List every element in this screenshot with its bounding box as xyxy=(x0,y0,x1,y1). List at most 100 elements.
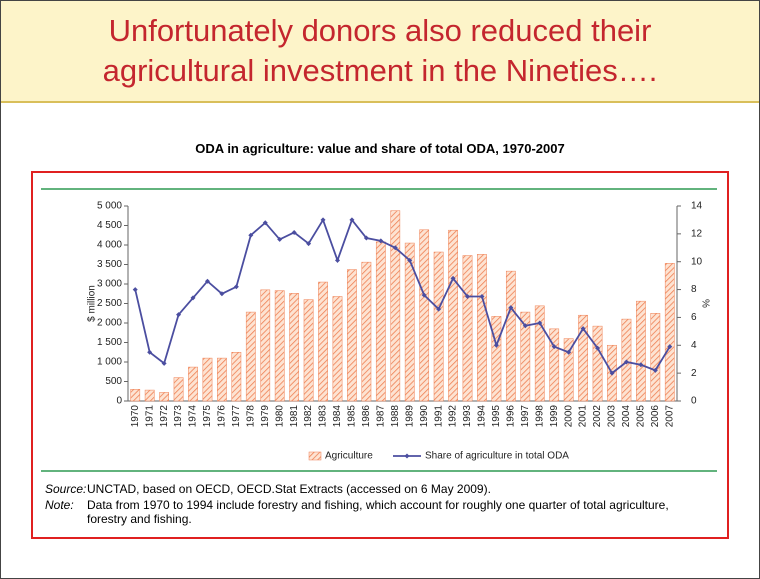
source-note: Source:UNCTAD, based on OECD, OECD.Stat … xyxy=(45,482,715,496)
share-marker xyxy=(623,359,629,365)
x-tick-label: 2001 xyxy=(578,405,589,428)
y2-tick-label: 12 xyxy=(691,228,703,239)
x-tick-label: 2002 xyxy=(592,405,603,428)
x-tick-label: 1991 xyxy=(433,405,444,428)
chart-title: ODA in agriculture: value and share of t… xyxy=(195,141,565,156)
x-tick-label: 1987 xyxy=(375,405,386,428)
share-line xyxy=(134,217,671,375)
x-tick-label: 1972 xyxy=(159,405,170,428)
share-marker xyxy=(378,238,384,244)
bar xyxy=(477,254,487,402)
share-marker xyxy=(595,345,601,351)
x-tick-label: 1998 xyxy=(534,405,545,428)
bar xyxy=(332,296,343,402)
y-tick-label: 4 500 xyxy=(97,220,122,231)
x-tick-label: 1988 xyxy=(390,405,401,428)
bar xyxy=(462,255,473,402)
x-tick-label: 2006 xyxy=(650,405,661,428)
share-marker xyxy=(204,278,210,284)
slide-title: agricultural investment in the Nineties…… xyxy=(102,53,658,88)
x-tick-label: 2003 xyxy=(607,405,618,428)
share-marker xyxy=(450,275,456,281)
x-tick-label: 1984 xyxy=(332,405,343,428)
y-tick-label: 2 500 xyxy=(97,298,122,309)
bar xyxy=(231,352,242,402)
y-tick-label: 0 xyxy=(116,396,122,407)
x-tick-label: 1979 xyxy=(260,405,271,428)
y-tick-label: 1 500 xyxy=(97,337,122,348)
bar xyxy=(419,229,430,402)
x-tick-label: 2000 xyxy=(563,405,574,428)
share-marker xyxy=(147,349,153,355)
y2-tick-label: 10 xyxy=(691,256,703,267)
x-tick-label: 2005 xyxy=(636,405,647,428)
share-marker xyxy=(421,292,427,298)
bar xyxy=(505,270,516,402)
bar xyxy=(188,366,198,402)
share-marker xyxy=(407,257,413,263)
bar xyxy=(534,305,545,402)
bar xyxy=(260,289,271,402)
note-label: Note: xyxy=(45,498,74,512)
bar xyxy=(404,242,415,402)
x-tick-label: 1970 xyxy=(130,405,141,428)
note-label: Source: xyxy=(45,482,87,496)
x-tick-label: 1977 xyxy=(231,405,242,428)
x-tick-label: 1974 xyxy=(188,405,199,428)
share-marker xyxy=(190,295,196,301)
share-marker xyxy=(161,360,167,366)
share-marker xyxy=(334,257,340,263)
bar xyxy=(390,210,401,402)
bar xyxy=(245,311,256,402)
chart-frame xyxy=(31,171,729,539)
y2-tick-label: 0 xyxy=(691,396,697,407)
y2-tick-label: 2 xyxy=(691,368,697,379)
bar xyxy=(130,389,141,402)
y2-tick-label: 6 xyxy=(691,312,697,323)
bar xyxy=(173,377,184,402)
bar xyxy=(144,389,155,402)
share-marker xyxy=(363,235,369,241)
x-tick-label: 1994 xyxy=(477,405,488,428)
x-tick-label: 2004 xyxy=(621,405,632,428)
share-marker xyxy=(537,320,543,326)
legend-swatch xyxy=(308,451,322,461)
share-marker xyxy=(291,229,297,235)
share-marker xyxy=(349,217,355,223)
bar xyxy=(159,392,169,402)
y-tick-label: 500 xyxy=(105,376,122,387)
y2-tick-label: 4 xyxy=(691,340,697,351)
note-text: UNCTAD, based on OECD, OECD.Stat Extract… xyxy=(87,482,491,496)
bar xyxy=(563,338,574,402)
x-tick-label: 1989 xyxy=(404,405,415,428)
x-tick-label: 2007 xyxy=(664,405,675,428)
bar xyxy=(650,313,661,402)
legend-label: Share of agriculture in total ODA xyxy=(425,451,569,462)
y-axis-label: $ million xyxy=(87,285,98,322)
x-tick-label: 1973 xyxy=(173,405,184,428)
y-tick-label: 3 000 xyxy=(97,279,122,290)
share-marker xyxy=(566,349,572,355)
x-tick-label: 1992 xyxy=(448,405,459,428)
x-tick-label: 1997 xyxy=(520,405,531,428)
share-marker xyxy=(306,241,312,247)
share-marker xyxy=(132,287,138,293)
share-marker xyxy=(248,232,254,238)
bar xyxy=(289,293,300,402)
bar xyxy=(318,281,328,402)
share-marker xyxy=(551,344,557,350)
bar xyxy=(202,357,213,402)
share-marker xyxy=(262,220,268,226)
header: Unfortunately donors also reduced their … xyxy=(1,1,759,103)
share-marker xyxy=(638,362,644,368)
share-marker xyxy=(609,370,615,376)
share-marker xyxy=(233,284,239,290)
x-tick-label: 1980 xyxy=(274,405,285,428)
share-marker xyxy=(277,236,283,242)
bar xyxy=(664,263,675,402)
share-marker xyxy=(580,326,586,332)
y-tick-label: 3 500 xyxy=(97,259,122,270)
y2-tick-label: 14 xyxy=(691,201,703,212)
bar xyxy=(375,241,386,402)
